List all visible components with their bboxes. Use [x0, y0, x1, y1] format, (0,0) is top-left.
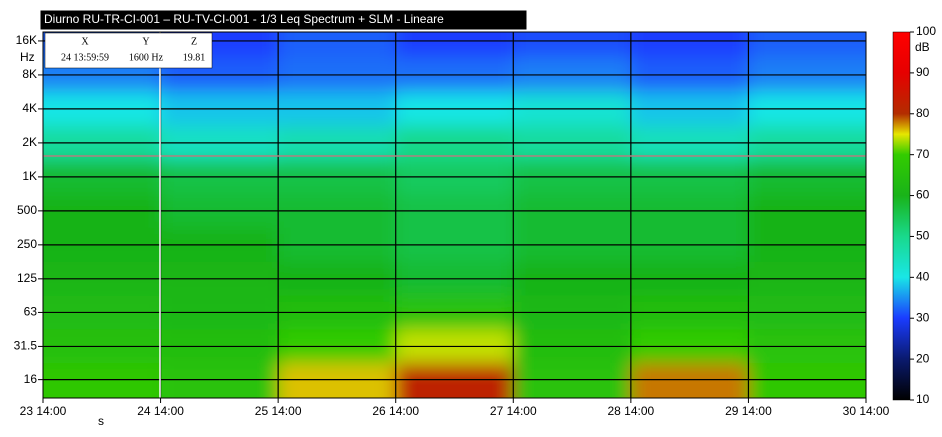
heatmap-cell: [630, 32, 749, 59]
x-tick-label: 23 14:00: [20, 404, 67, 418]
cursor-readout: X 24 13:59:59 Y 1600 Hz Z 19.81: [61, 36, 205, 63]
heatmap-cell: [748, 363, 866, 398]
cursor-value: 19.81: [183, 52, 206, 63]
colorbar-tick-label: 50: [916, 229, 930, 243]
cursor-box: [44, 32, 213, 69]
cursor-header: Y: [142, 36, 149, 47]
y-axis-label: Hz: [20, 50, 35, 64]
colorbar-tick-label: 10: [916, 392, 930, 406]
cursor-header: X: [81, 36, 89, 47]
x-tick-label: 28 14:00: [607, 404, 654, 418]
cursor-header: Z: [191, 36, 197, 47]
heatmap-cell: [278, 363, 397, 398]
x-axis-label: s: [98, 414, 104, 428]
y-tick-label: 1K: [22, 169, 37, 183]
heatmap: [43, 32, 866, 398]
y-tick-label: 16K: [16, 33, 37, 47]
colorbar-tick-label: 60: [916, 188, 930, 202]
heatmap-cell: [395, 363, 514, 398]
y-tick-label: 500: [17, 203, 37, 217]
heatmap-cell: [513, 363, 632, 398]
x-tick-label: 25 14:00: [255, 404, 302, 418]
x-tick-label: 26 14:00: [372, 404, 419, 418]
heatmap-cell: [630, 363, 749, 398]
y-tick-label: 16: [24, 372, 38, 386]
cursor-value: 1600 Hz: [129, 52, 164, 63]
colorbar-tick-label: 30: [916, 310, 930, 324]
chart-title: Diurno RU-TR-CI-001 – RU-TV-CI-001 - 1/3…: [44, 12, 444, 26]
colorbar-tick-label: 80: [916, 106, 930, 120]
colorbar-tick-label: 70: [916, 147, 930, 161]
y-tick-label: 8K: [22, 67, 37, 81]
colorbar-tick-label: 90: [916, 65, 930, 79]
y-tick-label: 31.5: [14, 339, 38, 353]
colorbar-tick-label: 40: [916, 270, 930, 284]
x-tick-label: 27 14:00: [490, 404, 537, 418]
heatmap-cell: [513, 32, 632, 59]
y-tick-label: 63: [24, 305, 38, 319]
y-tick-label: 125: [17, 271, 37, 285]
colorbar-tick-label: 20: [916, 351, 930, 365]
title-box: [39, 9, 528, 31]
heatmap-cell: [748, 32, 866, 59]
x-tick-label: 24 14:00: [137, 404, 184, 418]
heatmap-cell: [160, 363, 279, 398]
heatmap-cell: [43, 363, 162, 398]
y-tick-label: 250: [17, 237, 37, 251]
colorbar-tick-label: 100: [916, 24, 936, 38]
x-tick-label: 29 14:00: [725, 404, 772, 418]
cursor-value: 24 13:59:59: [61, 52, 109, 63]
colorbar-label: dB: [915, 40, 930, 54]
y-tick-label: 2K: [22, 135, 37, 149]
y-tick-label: 4K: [22, 101, 37, 115]
heatmap-cell: [395, 32, 514, 59]
plot-frame: [42, 31, 867, 399]
x-tick-label: 30 14:00: [843, 404, 890, 418]
heatmap-cell: [278, 32, 397, 59]
colorbar: [892, 31, 911, 401]
